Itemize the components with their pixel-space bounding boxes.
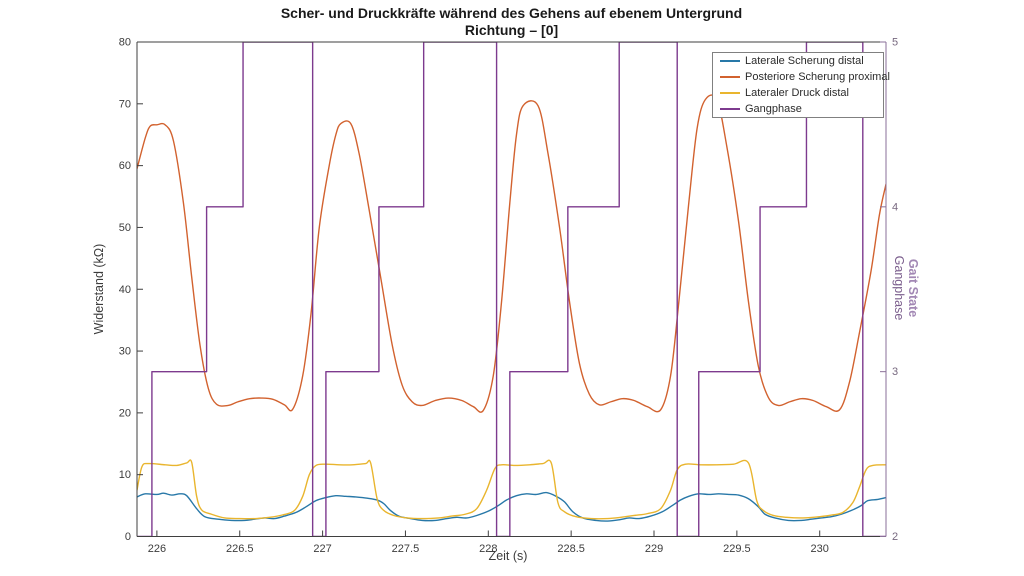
x-tick-label: 228: [479, 543, 497, 555]
x-tick-label: 230: [811, 543, 829, 555]
legend-item-label: Gangphase: [745, 103, 802, 115]
x-axis-label: Zeit (s): [488, 549, 528, 563]
y-left-tick-label: 30: [119, 346, 131, 358]
legend-item-label: Lateraler Druck distal: [745, 87, 849, 99]
x-tick-label: 229.5: [723, 543, 751, 555]
series-line-gangphase: [137, 42, 886, 537]
x-tick-label: 227.5: [392, 543, 420, 555]
y-right-tick-label: 2: [892, 531, 898, 543]
chart-subtitle: Richtung – [0]: [464, 22, 559, 38]
y-left-tick-label: 60: [119, 160, 131, 172]
legend-line-swatch: [720, 108, 740, 110]
y-right-tick-label: 3: [892, 366, 898, 378]
chart-title: Scher- und Druckkräfte während des Gehen…: [280, 5, 743, 21]
y-axis-left-label: Widerstand (kΩ): [92, 243, 106, 335]
legend-item-label: Posteriore Scherung proximal: [745, 71, 890, 83]
series-line-lateraler-druck-distal: [137, 459, 886, 520]
y-axis-right-label-line2: Gait State: [906, 258, 920, 318]
legend-line-swatch: [720, 92, 740, 94]
y-left-tick-label: 40: [119, 284, 131, 296]
x-tick-label: 229: [645, 543, 663, 555]
y-left-tick-label: 50: [119, 222, 131, 234]
x-tick-label: 226.5: [226, 543, 254, 555]
y-left-tick-label: 80: [119, 37, 131, 49]
y-left-tick-label: 0: [125, 531, 131, 543]
legend-line-swatch: [720, 76, 740, 78]
legend-item-gangphase: Gangphase: [720, 101, 883, 117]
y-axis-right-label-line1: Gangphase: [892, 255, 906, 321]
x-tick-label: 227: [313, 543, 331, 555]
y-right-tick-label: 5: [892, 37, 898, 49]
legend-item-label: Laterale Scherung distal: [745, 55, 864, 67]
series-line-posteriore-scherung-proximal: [137, 94, 886, 413]
x-tick-label: 228.5: [557, 543, 585, 555]
legend-box: Laterale Scherung distal Posteriore Scher…: [712, 52, 890, 118]
legend-item-posteriore-scherung-proximal: Posteriore Scherung proximal: [720, 69, 890, 85]
y-left-tick-label: 20: [119, 407, 131, 419]
y-right-tick-label: 4: [892, 201, 898, 213]
legend-line-swatch: [720, 60, 740, 62]
y-left-tick-label: 10: [119, 469, 131, 481]
chart-title-block: Scher- und Druckkräfte während des Gehen…: [137, 5, 886, 39]
legend-item-laterale-scherung-distal: Laterale Scherung distal: [720, 53, 883, 69]
x-tick-label: 226: [148, 543, 166, 555]
series-line-laterale-scherung-distal: [137, 491, 886, 522]
legend-item-lateraler-druck-distal: Lateraler Druck distal: [720, 85, 883, 101]
y-left-tick-label: 70: [119, 98, 131, 110]
